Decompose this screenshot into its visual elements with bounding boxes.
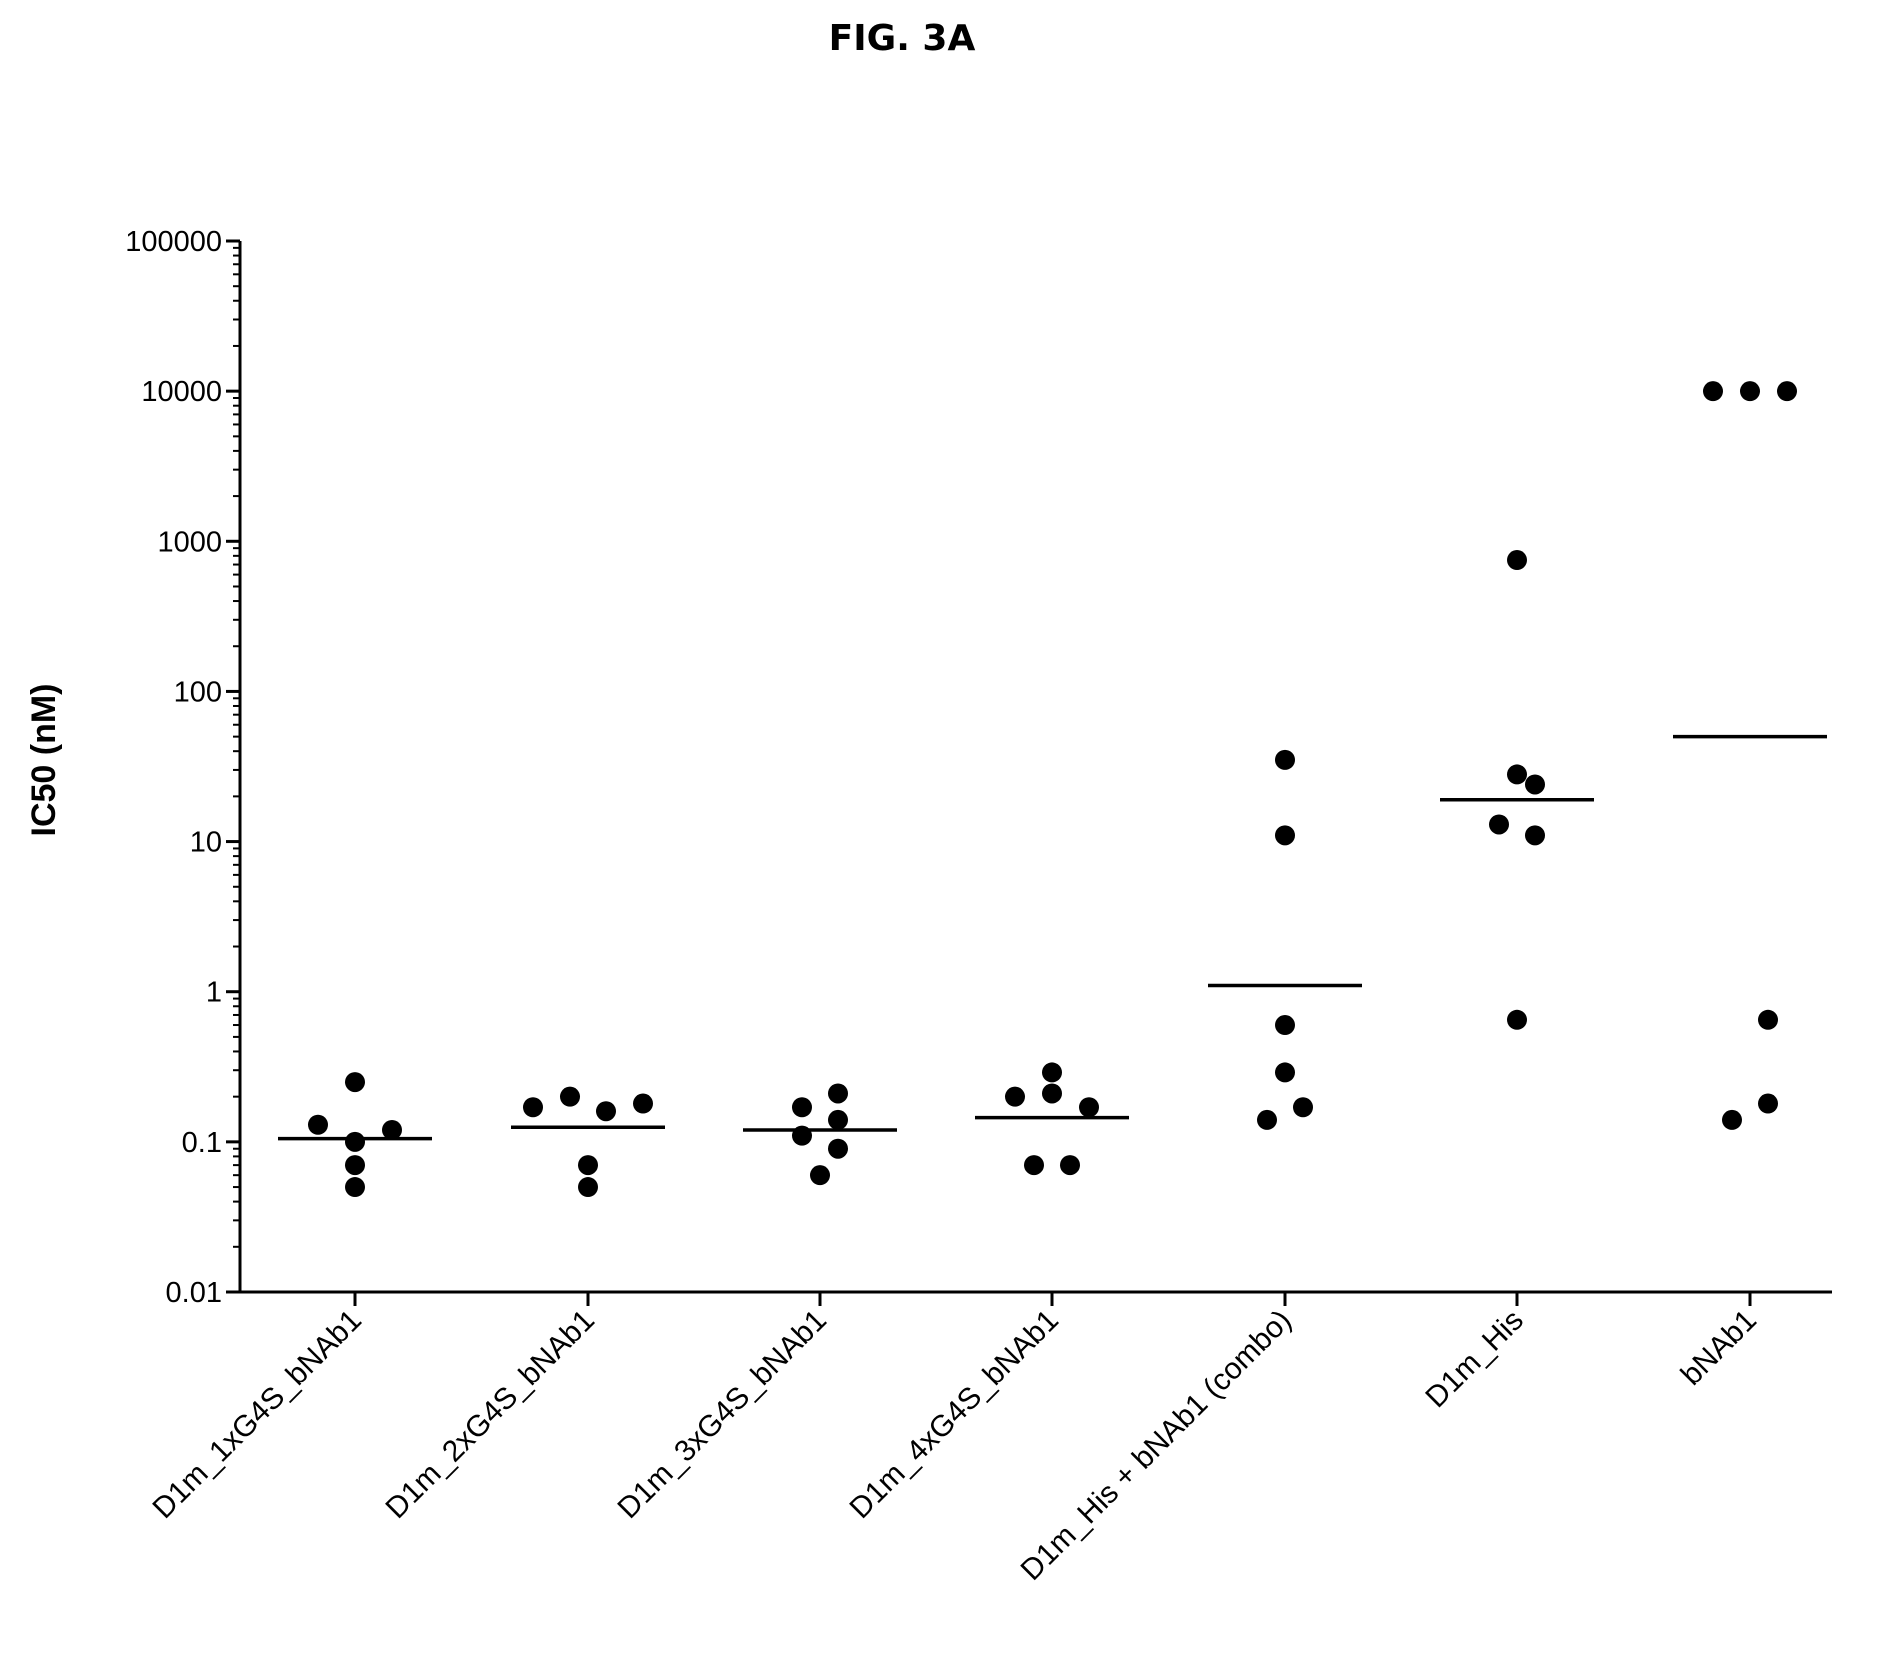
data-point	[1703, 381, 1723, 402]
data-point	[1293, 1097, 1313, 1118]
data-point	[1722, 1109, 1742, 1130]
data-point	[1275, 1015, 1295, 1036]
data-point	[828, 1083, 848, 1104]
y-tick-label: 100000	[125, 226, 222, 258]
data-point	[578, 1155, 598, 1176]
data-point	[1275, 749, 1295, 770]
x-category-label: D1m_His	[1419, 1304, 1530, 1415]
data-point	[308, 1114, 328, 1135]
x-category-label: bNAb1	[1675, 1304, 1763, 1392]
data-point	[1060, 1155, 1080, 1176]
data-point	[596, 1101, 616, 1122]
data-point	[1777, 381, 1797, 402]
data-point	[828, 1109, 848, 1130]
x-category-label: D1m_1xG4S_bNAb1	[147, 1304, 368, 1525]
data-point	[345, 1131, 365, 1152]
y-axis-title: IC50 (nM)	[25, 684, 63, 837]
y-tick-label: 100	[174, 676, 222, 708]
y-tick-label: 10	[190, 827, 222, 859]
chart-marks	[278, 381, 1827, 1198]
y-tick-label: 0.1	[182, 1127, 222, 1159]
data-point	[560, 1086, 580, 1107]
data-point	[1507, 1009, 1527, 1030]
data-point	[810, 1165, 830, 1186]
data-point	[578, 1177, 598, 1198]
data-point	[1005, 1086, 1025, 1107]
data-point	[792, 1097, 812, 1118]
data-point	[1507, 764, 1527, 785]
y-tick-label: 10000	[141, 376, 222, 408]
data-point	[792, 1125, 812, 1146]
y-tick-label: 1000	[157, 526, 222, 558]
data-point	[1042, 1083, 1062, 1104]
y-tick-label: 1	[206, 977, 222, 1009]
data-point	[1275, 1062, 1295, 1083]
data-point	[345, 1072, 365, 1093]
x-category-label: D1m_2xG4S_bNAb1	[380, 1304, 601, 1525]
data-point	[1758, 1093, 1778, 1114]
data-point	[523, 1097, 543, 1118]
y-tick-label: 0.01	[166, 1277, 222, 1309]
data-point	[1525, 774, 1545, 795]
data-point	[1042, 1062, 1062, 1083]
figure-title: FIG. 3A	[829, 18, 976, 59]
data-point	[1507, 550, 1527, 571]
data-point	[1489, 814, 1509, 835]
data-point	[1257, 1109, 1277, 1130]
data-point	[633, 1093, 653, 1114]
data-point	[345, 1177, 365, 1198]
x-category-label: D1m_His + bNAb1 (combo)	[1015, 1304, 1298, 1587]
data-point	[382, 1119, 402, 1140]
x-category-label: D1m_3xG4S_bNAb1	[612, 1304, 833, 1525]
data-point	[345, 1155, 365, 1176]
axes: 0.01 0.1 1 10 100 1000 10000 100000 D1m_1xG4S_bN…	[125, 226, 1832, 1587]
data-point	[1275, 825, 1295, 846]
data-point	[1758, 1009, 1778, 1030]
x-category-label: D1m_4xG4S_bNAb1	[844, 1304, 1065, 1525]
data-point	[1525, 825, 1545, 846]
data-point	[1024, 1155, 1044, 1176]
data-point	[1740, 381, 1760, 402]
data-point	[1079, 1097, 1099, 1118]
data-point	[828, 1138, 848, 1159]
